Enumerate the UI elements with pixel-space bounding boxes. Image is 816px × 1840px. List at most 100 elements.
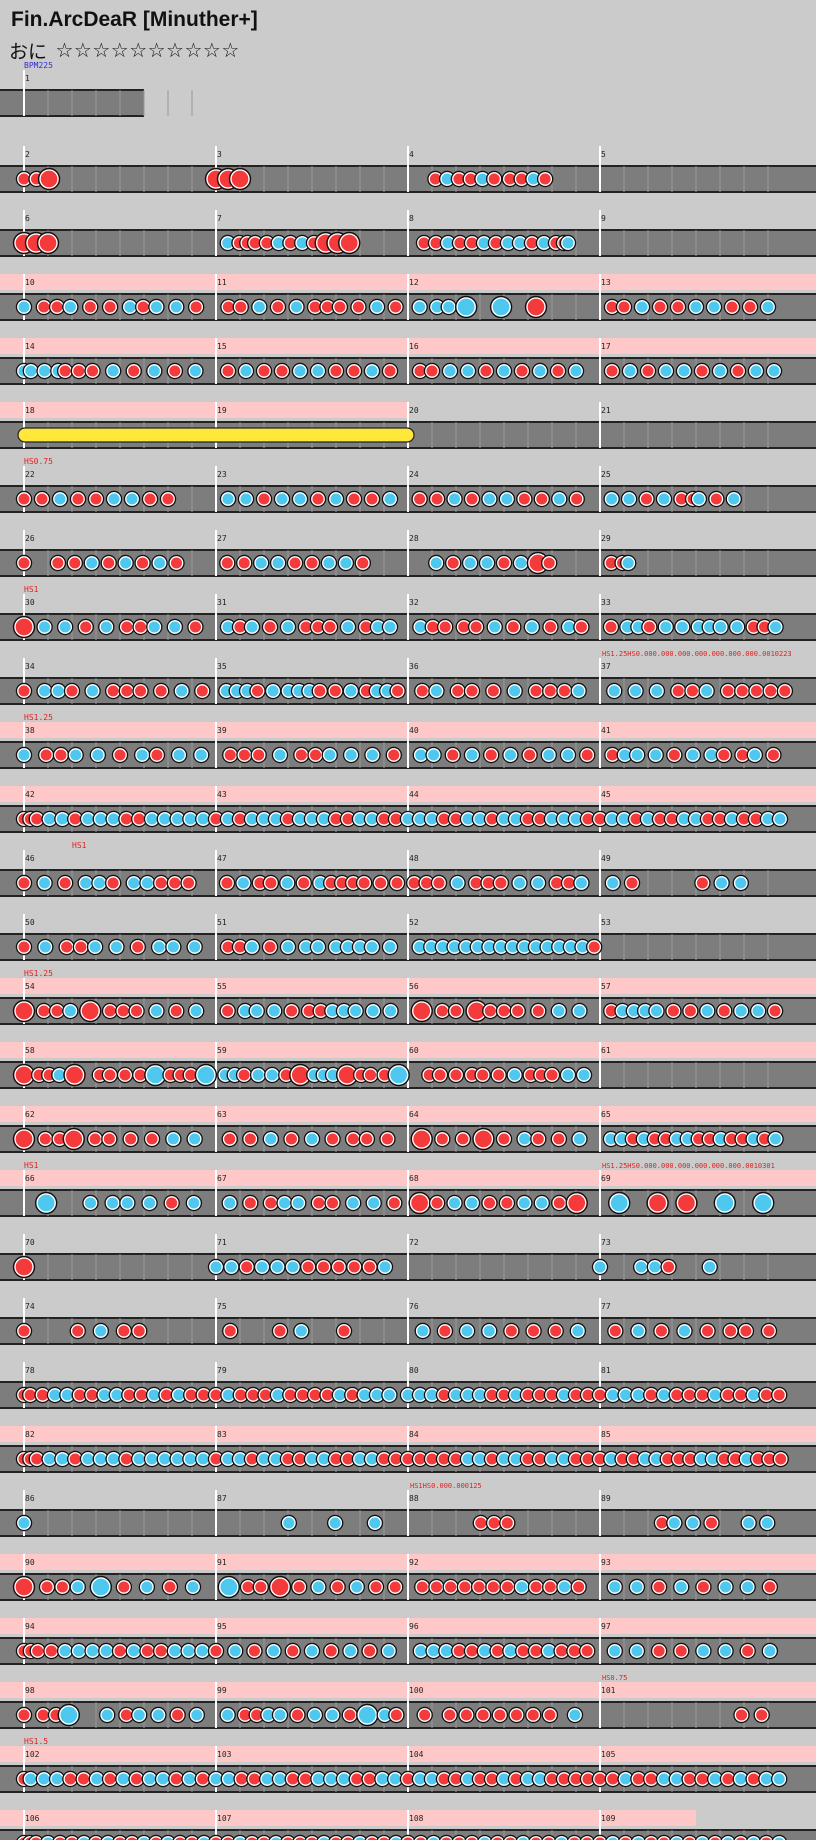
measure-number: 4 — [409, 150, 414, 159]
don-note — [673, 1642, 690, 1660]
don-note — [430, 874, 448, 892]
measure-number: 13 — [601, 278, 611, 287]
don-note — [527, 1578, 545, 1596]
note-rim — [577, 1068, 591, 1082]
note-rim — [39, 169, 59, 189]
ka-note — [342, 746, 360, 764]
note-rim — [65, 1836, 79, 1840]
don-note — [56, 362, 74, 380]
ka-note — [605, 1834, 621, 1840]
don-note — [344, 1130, 362, 1148]
note-rim — [441, 300, 456, 314]
note-rim — [766, 748, 781, 762]
don-note — [289, 1706, 306, 1724]
note-rim — [429, 684, 444, 698]
don-note — [367, 1578, 385, 1596]
ka-note — [459, 362, 477, 380]
ka-note — [717, 1642, 734, 1660]
note-rim — [70, 1324, 85, 1338]
don-note — [699, 1322, 716, 1340]
speed-label: BPM225 — [24, 61, 53, 70]
ka-note — [648, 682, 666, 700]
note-rim — [740, 1580, 755, 1594]
don-note — [733, 1706, 750, 1724]
note-rim — [187, 1132, 202, 1146]
note-rim — [552, 1132, 566, 1146]
note-rim — [370, 300, 384, 314]
note-rim — [223, 1324, 238, 1338]
measure-number: 66 — [25, 1174, 35, 1183]
don-note — [284, 1642, 301, 1660]
measure-number: 71 — [217, 1238, 227, 1247]
note-rim — [230, 169, 250, 189]
ka-note — [86, 938, 104, 956]
measure-number: 30 — [25, 598, 35, 607]
don-note — [362, 1066, 379, 1084]
note-rim — [686, 748, 700, 762]
ka-note — [217, 1575, 241, 1599]
don-note — [139, 1642, 156, 1660]
don-note — [623, 874, 641, 892]
note-rim — [118, 556, 133, 570]
note-rim — [465, 748, 479, 762]
note-rim — [479, 364, 493, 378]
ka-note — [414, 1322, 431, 1340]
note-rim — [17, 1516, 31, 1530]
don-note — [15, 682, 33, 700]
don-note — [104, 682, 122, 700]
don-note — [111, 746, 129, 764]
don-note — [70, 362, 88, 380]
don-note — [708, 490, 725, 508]
note-rim — [63, 1004, 78, 1018]
note-rim — [285, 1260, 300, 1274]
note-rim — [189, 1004, 203, 1018]
don-note — [33, 490, 51, 508]
ka-note — [749, 1002, 767, 1020]
ka-note — [117, 554, 134, 572]
don-note — [372, 874, 389, 892]
note-rim — [344, 684, 358, 698]
note-rim — [383, 364, 397, 378]
note-rim — [54, 748, 68, 762]
note-rim — [517, 1836, 530, 1840]
note-rim — [686, 1516, 700, 1530]
difficulty-label: おに — [9, 42, 48, 63]
ka-note — [381, 618, 399, 636]
ka-note — [747, 362, 765, 380]
don-note — [495, 1002, 513, 1020]
measure-number: 69 — [601, 1174, 611, 1183]
don-note — [456, 1578, 474, 1596]
note-rim — [450, 876, 465, 890]
don-note — [255, 362, 273, 380]
don-note — [307, 746, 324, 764]
note-rim — [430, 492, 444, 506]
ka-note — [187, 1002, 205, 1020]
don-note — [536, 170, 554, 188]
note-rim — [674, 1580, 689, 1594]
note-rim — [325, 1196, 340, 1210]
don-note — [262, 1194, 280, 1212]
don-note — [112, 1834, 128, 1840]
ka-note — [571, 1002, 588, 1020]
note-rim — [107, 492, 121, 506]
don-note — [299, 1258, 317, 1276]
note-rim — [531, 1132, 546, 1146]
note-rim — [65, 684, 79, 698]
measure-number: 60 — [409, 1046, 419, 1055]
don-note — [159, 490, 177, 508]
note-rim — [288, 556, 302, 570]
don-note — [641, 618, 658, 636]
don-note — [180, 874, 197, 892]
note-rim — [316, 1260, 331, 1274]
ka-note — [348, 1578, 365, 1596]
don-note — [615, 298, 633, 316]
ka-note — [37, 938, 54, 956]
ka-note — [732, 874, 749, 892]
note-rim — [702, 1260, 717, 1274]
don-note — [477, 362, 495, 380]
don-note — [232, 298, 249, 316]
don-note — [163, 1194, 180, 1212]
note-rim — [289, 300, 304, 314]
ka-note — [337, 554, 355, 572]
note-rim — [552, 492, 567, 506]
